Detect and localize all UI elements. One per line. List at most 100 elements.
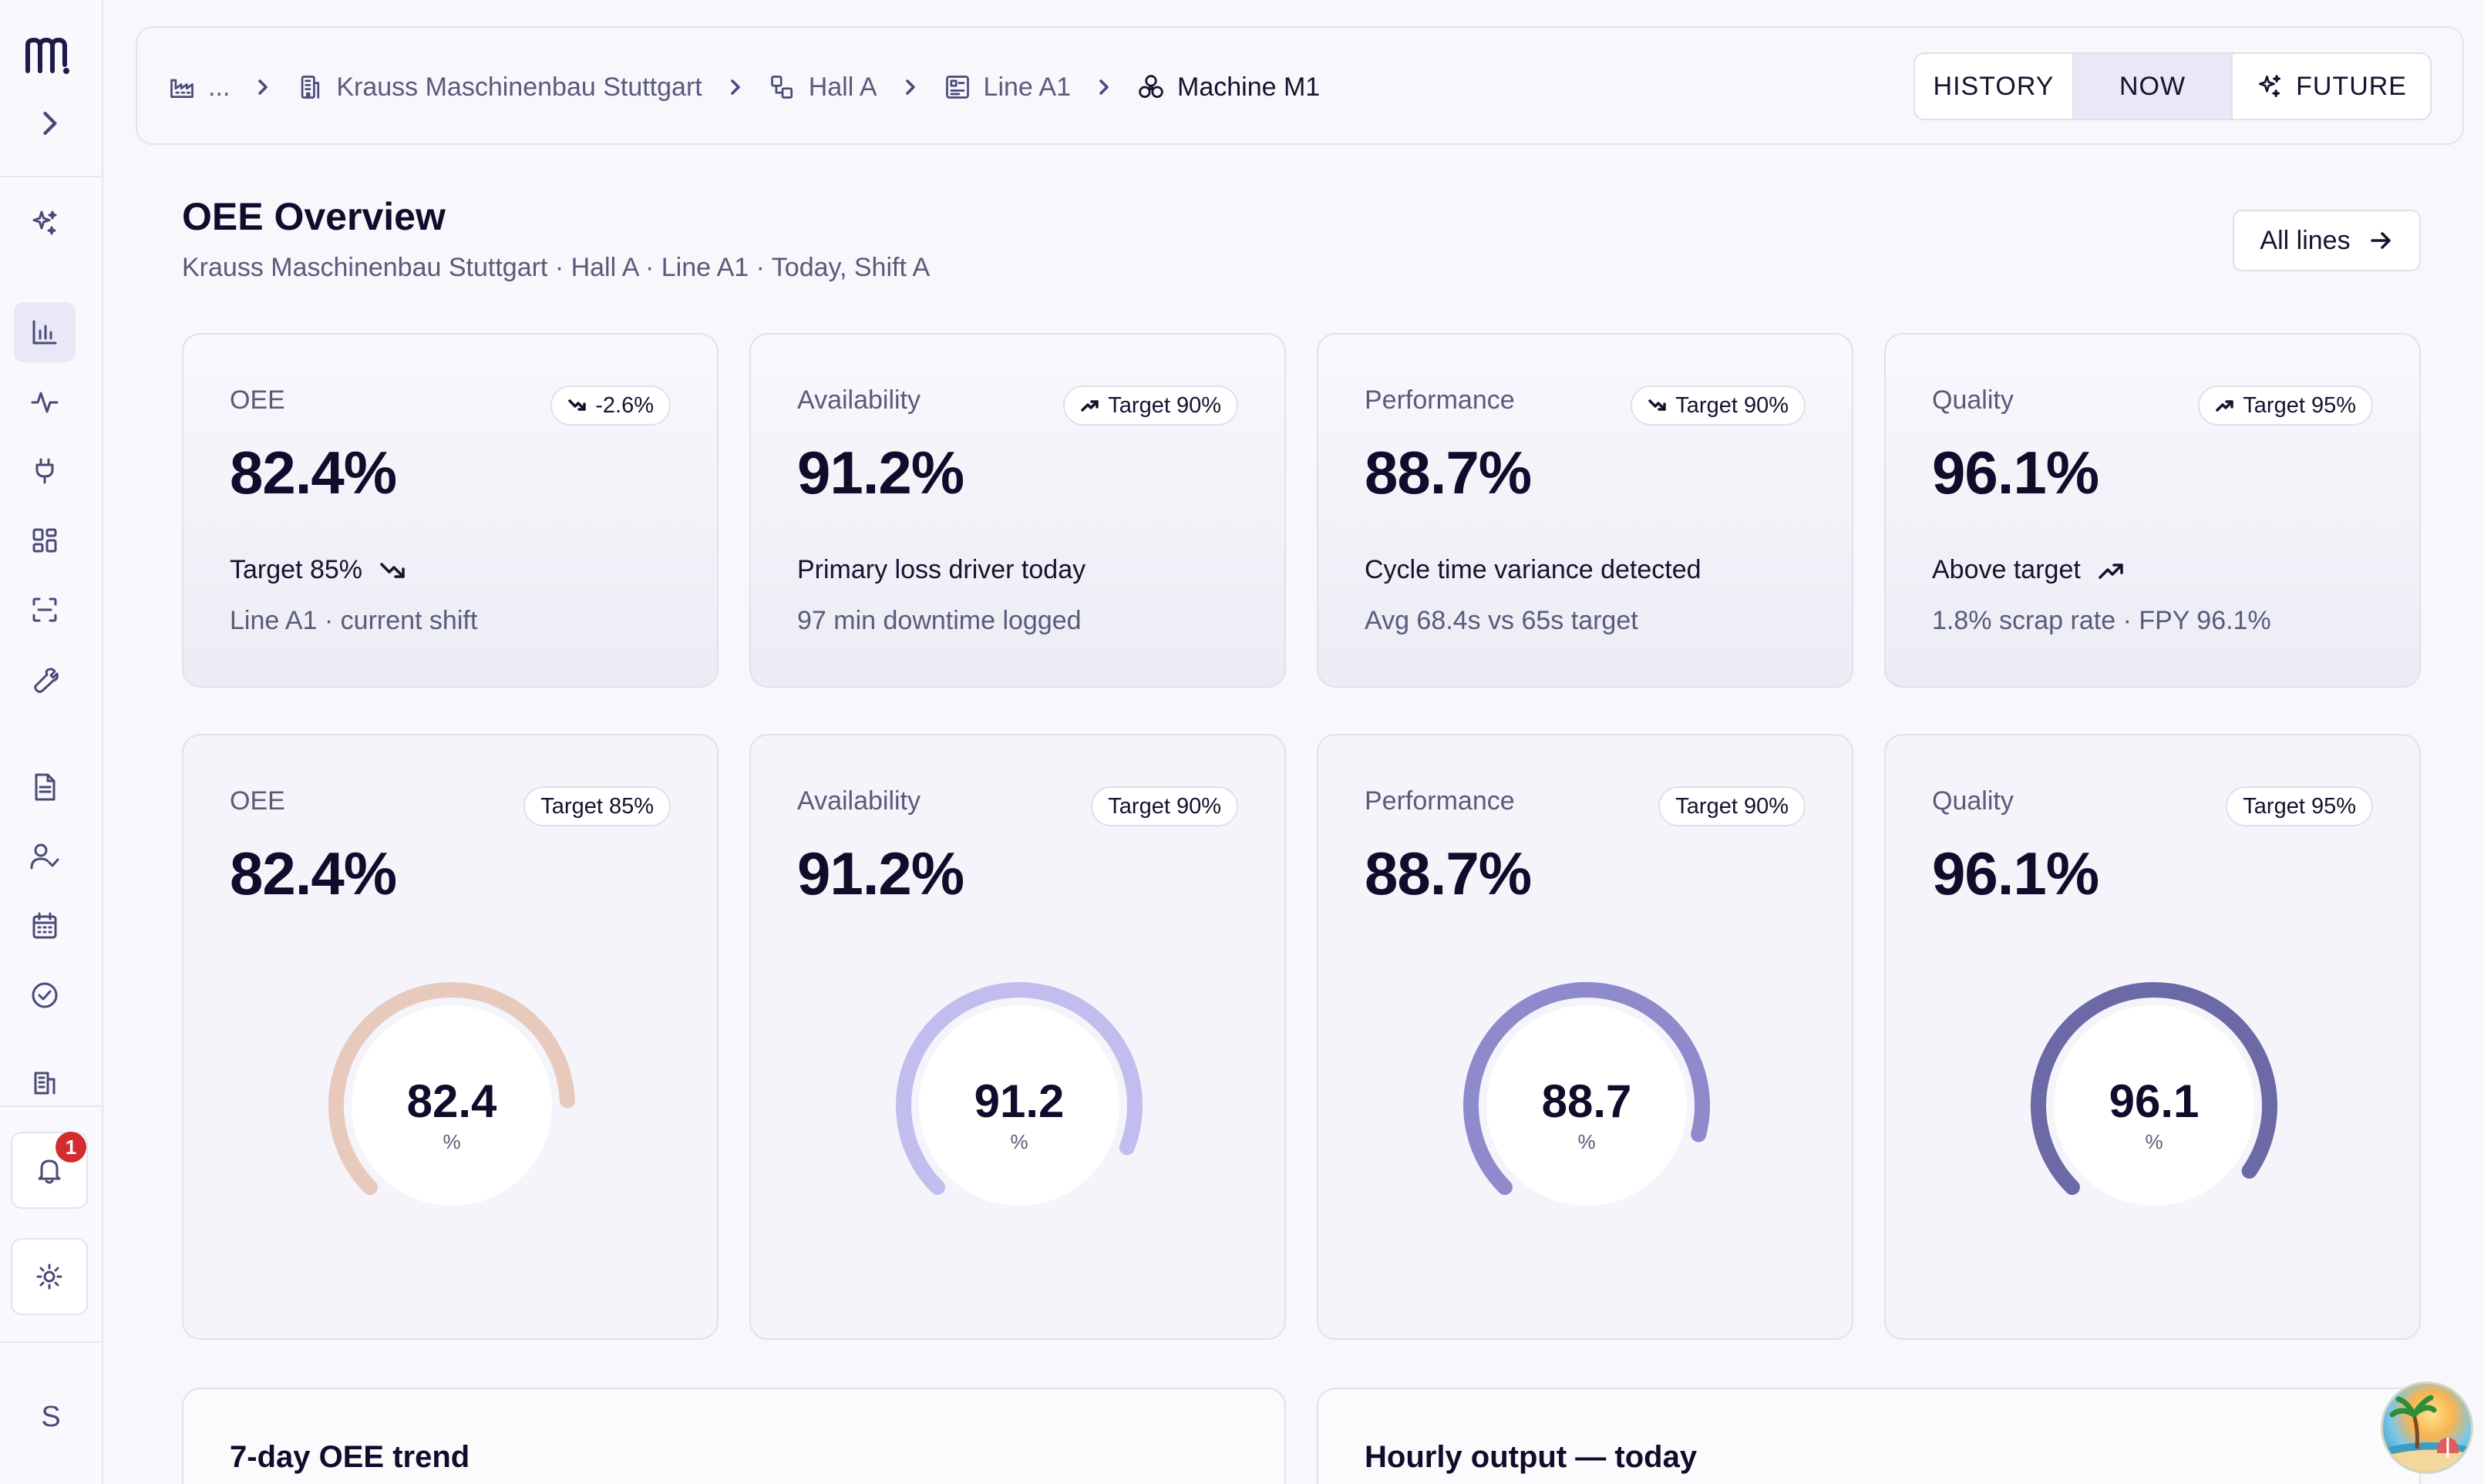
page-title: OEE Overview [182, 195, 446, 238]
card-title: Hourly output — today [1365, 1440, 1698, 1474]
gauge-target-badge: Target 90% [1658, 786, 1806, 826]
kpi-note: Above target [1932, 555, 2126, 585]
kpi-value: 96.1% [1932, 439, 2099, 506]
theme-toggle-button[interactable] [11, 1238, 88, 1315]
kpi-detail: Avg 68.4s vs 65s target [1365, 606, 1638, 635]
user-avatar[interactable]: S [41, 1401, 61, 1433]
all-lines-button[interactable]: All lines [2233, 210, 2421, 271]
breadcrumb-ellipsis: ... [208, 72, 231, 102]
breadcrumb-line[interactable]: Line A1 [944, 72, 1071, 103]
now-button[interactable]: NOW [2074, 54, 2233, 119]
gauge-center-value: 88.7 [1541, 1075, 1632, 1127]
assistant-avatar-button[interactable] [2381, 1381, 2473, 1474]
gauge-label: Quality [1932, 786, 2014, 816]
trending-down-icon [568, 399, 586, 411]
kpi-label: Performance [1365, 385, 1515, 415]
gauge-arc [328, 982, 575, 1196]
gauge-value: 82.4% [230, 840, 397, 907]
chevron-right-icon [899, 76, 922, 99]
kpi-target-badge: Target 90% [1063, 385, 1238, 426]
sidebar-item-scan[interactable] [14, 580, 76, 640]
notification-count-badge: 1 [56, 1132, 86, 1163]
kpi-card-quality[interactable]: Quality Target 95% 96.1% Above target 1.… [1884, 333, 2421, 688]
trending-up-icon [1081, 400, 1099, 412]
all-lines-label: All lines [2260, 225, 2351, 255]
hourly-output-card: Hourly output — today [1317, 1388, 2421, 1484]
kpi-detail: 97 min downtime logged [797, 606, 1082, 635]
page-subtitle: Krauss Maschinenbau Stuttgart · Hall A ·… [182, 253, 931, 282]
history-button[interactable]: HISTORY [1915, 54, 2074, 119]
oee-trend-card: 7-day OEE trend [182, 1388, 1286, 1484]
sidebar-item-quality[interactable] [14, 965, 76, 1025]
kpi-note: Cycle time variance detected [1365, 555, 1701, 584]
gauge-card-oee[interactable]: OEE Target 85% 82.4% 82.4 % [182, 734, 719, 1340]
gauge-unit: % [2145, 1130, 2163, 1153]
building-icon [301, 76, 320, 99]
gauge-card-quality[interactable]: Quality Target 95% 96.1% 96.1 % [1884, 734, 2421, 1340]
sidebar: 1 S [0, 0, 103, 1484]
gauge-label: Availability [797, 786, 921, 816]
kpi-note: Target 85% [230, 555, 407, 585]
kpi-target-badge: Target 90% [1631, 385, 1806, 426]
kpi-card-oee[interactable]: OEE -2.6% 82.4% Target 85% Line A1 · cur… [182, 333, 719, 688]
kpi-card-performance[interactable]: Performance Target 90% 88.7% Cycle time … [1317, 333, 1853, 688]
trending-up-icon [2099, 563, 2123, 579]
machine-icon [1139, 75, 1163, 98]
chevron-right-icon [1092, 76, 1116, 99]
gauge-target-badge: Target 90% [1091, 786, 1238, 826]
chevron-right-icon [251, 76, 274, 99]
gauge-progress-arc [1463, 982, 1710, 1196]
gauge-card-availability[interactable]: Availability Target 90% 91.2% 91.2 % [749, 734, 1286, 1340]
gauge-value: 96.1% [1932, 840, 2099, 907]
sidebar-item-energy[interactable] [14, 441, 76, 501]
activity-icon [31, 392, 59, 413]
gauge-progress-arc [328, 982, 575, 1196]
breadcrumb-label: Machine M1 [1177, 72, 1321, 102]
trending-up-icon [2216, 400, 2234, 412]
file-text-icon [35, 773, 56, 801]
sidebar-item-ai[interactable] [14, 193, 76, 253]
sidebar-item-calendar[interactable] [14, 896, 76, 956]
building-icon [34, 1072, 56, 1095]
top-bar: ... Krauss Maschinenbau Stuttgart Hall A… [136, 26, 2464, 145]
kpi-detail: Line A1 · current shift [230, 606, 478, 635]
gauge-arc [896, 982, 1143, 1196]
gauge-target-badge: Target 95% [2226, 786, 2373, 826]
kpi-value: 91.2% [797, 439, 964, 506]
sidebar-item-reports[interactable] [14, 757, 76, 817]
sidebar-item-layout[interactable] [14, 510, 76, 570]
breadcrumb-root[interactable]: ... [168, 72, 230, 103]
sidebar-item-monitoring[interactable] [14, 372, 76, 432]
sidebar-item-sites[interactable] [14, 1065, 76, 1096]
kpi-label: Quality [1932, 385, 2014, 415]
gauge-arc [2031, 982, 2277, 1196]
future-button[interactable]: FUTURE [2233, 54, 2430, 119]
gauge-value: 91.2% [797, 840, 964, 907]
sidebar-item-dashboard[interactable] [14, 302, 76, 362]
kpi-value: 82.4% [230, 439, 397, 506]
gauge-center [352, 1005, 552, 1206]
kpi-value: 88.7% [1365, 439, 1532, 506]
wrench-icon [34, 668, 59, 693]
breadcrumb-label: Hall A [808, 72, 877, 102]
breadcrumb-machine[interactable]: Machine M1 [1137, 72, 1320, 103]
gauge-center [1486, 1005, 1687, 1206]
sidebar-item-maintenance[interactable] [14, 649, 76, 709]
bar-chart-icon [32, 320, 57, 345]
kpi-label: Availability [797, 385, 921, 415]
gauge-unit: % [443, 1130, 461, 1153]
logo-icon[interactable] [23, 34, 76, 77]
kpi-card-availability[interactable]: Availability Target 90% 91.2% Primary lo… [749, 333, 1286, 688]
sidebar-item-personnel[interactable] [14, 826, 76, 887]
gauge-value: 88.7% [1365, 840, 1532, 907]
breadcrumb-hall[interactable]: Hall A [769, 72, 877, 103]
kpi-label: OEE [230, 385, 285, 415]
line-icon [945, 76, 969, 99]
breadcrumb-company[interactable]: Krauss Maschinenbau Stuttgart [296, 72, 702, 103]
gauge-card-performance[interactable]: Performance Target 90% 88.7% 88.7 % [1317, 734, 1853, 1340]
gauge-arc [1463, 982, 1710, 1196]
expand-sidebar-button[interactable] [32, 106, 66, 140]
kpi-note: Primary loss driver today [797, 555, 1086, 584]
calendar-icon [32, 912, 57, 939]
sun-icon [36, 1264, 62, 1290]
